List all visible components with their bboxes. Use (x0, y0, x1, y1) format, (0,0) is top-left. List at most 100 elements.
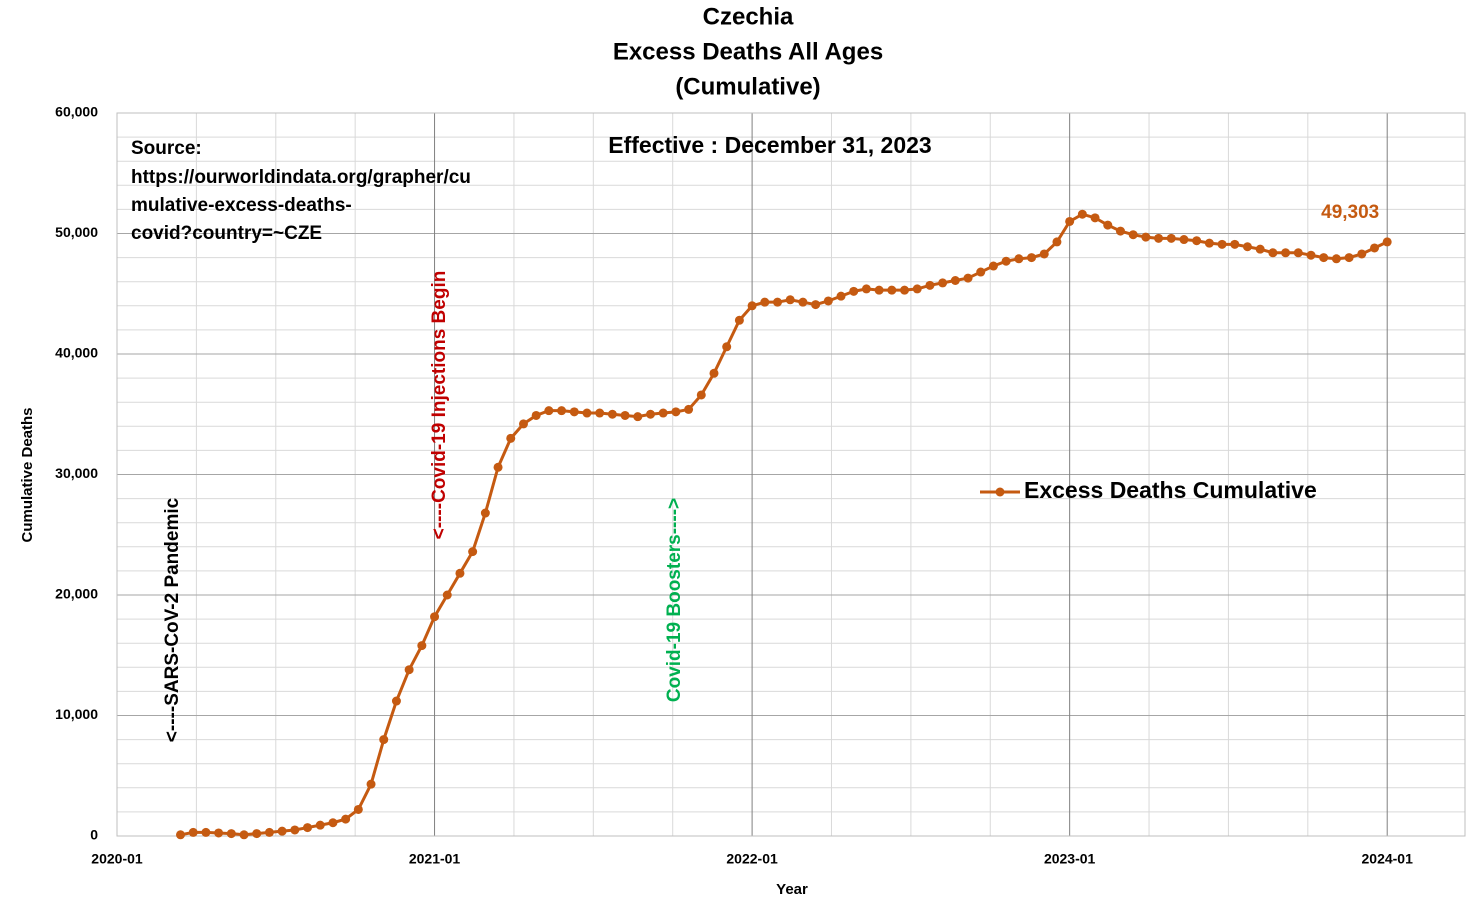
grid (116, 112, 1465, 837)
plot-border (116, 112, 1466, 837)
annotation: <----Covid-19 Injections Begin (429, 271, 450, 540)
data-point (722, 342, 732, 352)
data-point (1382, 237, 1392, 247)
y-tick-label: 20,000 (55, 586, 98, 602)
source-text: Source: (131, 138, 202, 159)
data-point (1039, 249, 1049, 259)
data-point (912, 284, 922, 294)
annotation: <----SARS-CoV-2 Pandemic (162, 497, 183, 742)
x-tick-label: 2024-01 (1362, 851, 1414, 867)
data-point (620, 410, 630, 420)
data-point (684, 404, 694, 414)
data-point (468, 547, 478, 557)
data-point (988, 261, 998, 271)
data-point (1065, 216, 1075, 226)
data-point (480, 508, 490, 518)
data-point (176, 830, 186, 840)
data-point (1077, 209, 1087, 219)
data-point (976, 267, 986, 277)
chart-title: (Cumulative) (675, 73, 820, 100)
data-point (963, 273, 973, 283)
data-point (1306, 250, 1316, 260)
data-point (201, 827, 211, 837)
data-point (836, 291, 846, 301)
data-label: 49,303 (1321, 202, 1379, 223)
x-tick-label: 2021-01 (409, 851, 461, 867)
data-point (773, 297, 783, 307)
data-point (303, 823, 313, 833)
data-point (226, 829, 236, 839)
data-point (518, 419, 528, 429)
data-point (531, 410, 541, 420)
data-point (1331, 254, 1341, 264)
data-point (417, 641, 427, 651)
data-point (404, 665, 414, 675)
data-point (1052, 237, 1062, 247)
data-point (341, 814, 351, 824)
y-tick-label: 30,000 (55, 465, 98, 481)
data-point (1344, 253, 1354, 263)
data-point (925, 280, 935, 290)
data-point (1014, 254, 1024, 264)
data-point (1141, 232, 1151, 242)
data-point (785, 295, 795, 305)
data-point (1027, 253, 1037, 263)
data-point (607, 409, 617, 419)
data-point (557, 406, 567, 416)
data-point (1204, 238, 1214, 248)
data-point (747, 301, 757, 311)
y-tick-label: 0 (90, 827, 98, 843)
data-point (214, 828, 224, 838)
data-point (823, 296, 833, 306)
data-point (493, 462, 503, 472)
data-point (252, 829, 262, 839)
data-point (391, 696, 401, 706)
legend-marker (995, 487, 1005, 497)
data-point (544, 406, 554, 416)
data-point (874, 285, 884, 295)
data-point (1192, 236, 1202, 246)
data-point (569, 407, 579, 417)
data-point (1166, 233, 1176, 243)
data-point (1103, 220, 1113, 230)
data-point (315, 820, 325, 830)
y-tick-label: 60,000 (55, 104, 98, 120)
data-point (709, 368, 719, 378)
data-point (696, 390, 706, 400)
data-point (595, 408, 605, 418)
data-point (1281, 248, 1291, 258)
data-point (1115, 226, 1125, 236)
data-point (442, 590, 452, 600)
subtitle: Effective : December 31, 2023 (608, 132, 931, 158)
x-tick-label: 2023-01 (1044, 851, 1096, 867)
source-text: mulative-excess-deaths- (131, 195, 352, 216)
data-point (1230, 239, 1240, 249)
y-tick-label: 40,000 (55, 345, 98, 361)
data-point (861, 284, 871, 294)
x-tick-label: 2022-01 (726, 851, 778, 867)
data-point (188, 827, 198, 837)
data-point (798, 297, 808, 307)
data-point (938, 278, 948, 288)
data-point (760, 297, 770, 307)
data-point (379, 735, 389, 745)
data-point (849, 286, 859, 296)
annotation: Covid-19 Boosters----> (664, 498, 685, 702)
data-point (277, 826, 287, 836)
chart-title: Czechia (703, 3, 794, 30)
data-point (328, 818, 338, 828)
data-point (887, 285, 897, 295)
data-point (1369, 243, 1379, 253)
data-point (1255, 244, 1265, 254)
data-point (1090, 213, 1100, 223)
source-text: covid?country=~CZE (131, 223, 322, 244)
data-point (734, 315, 744, 325)
data-point (1293, 248, 1303, 258)
data-point (950, 275, 960, 285)
data-point (671, 407, 681, 417)
x-tick-label: 2020-01 (91, 851, 143, 867)
y-tick-label: 10,000 (55, 706, 98, 722)
data-point (290, 825, 300, 835)
